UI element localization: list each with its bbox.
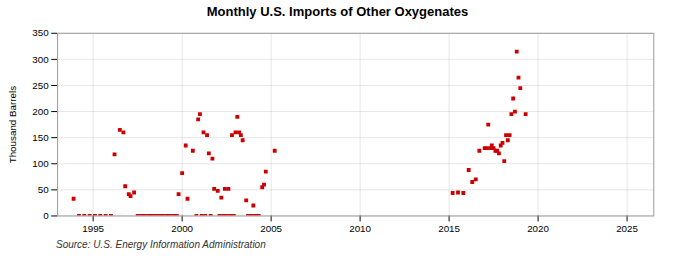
svg-text:0: 0 — [43, 210, 49, 221]
svg-text:2020: 2020 — [527, 223, 549, 234]
svg-text:100: 100 — [32, 158, 49, 169]
svg-text:50: 50 — [38, 184, 49, 195]
svg-text:300: 300 — [32, 54, 49, 65]
svg-text:Thousand Barrels: Thousand Barrels — [7, 86, 18, 164]
svg-text:150: 150 — [32, 132, 49, 143]
svg-text:2025: 2025 — [616, 223, 638, 234]
svg-text:250: 250 — [32, 80, 49, 91]
svg-text:1995: 1995 — [82, 223, 104, 234]
svg-text:2000: 2000 — [171, 223, 193, 234]
svg-text:2015: 2015 — [438, 223, 460, 234]
svg-text:200: 200 — [32, 106, 49, 117]
svg-text:350: 350 — [32, 27, 49, 38]
html-text:Source: U.S. Energy Informatio: Source: U.S. Energy Information Administ… — [56, 239, 266, 250]
svg-text:2010: 2010 — [349, 223, 371, 234]
svg-text:2005: 2005 — [260, 223, 282, 234]
html-text:Monthly U.S. Imports of Other: Monthly U.S. Imports of Other Oxygenates — [206, 4, 469, 19]
